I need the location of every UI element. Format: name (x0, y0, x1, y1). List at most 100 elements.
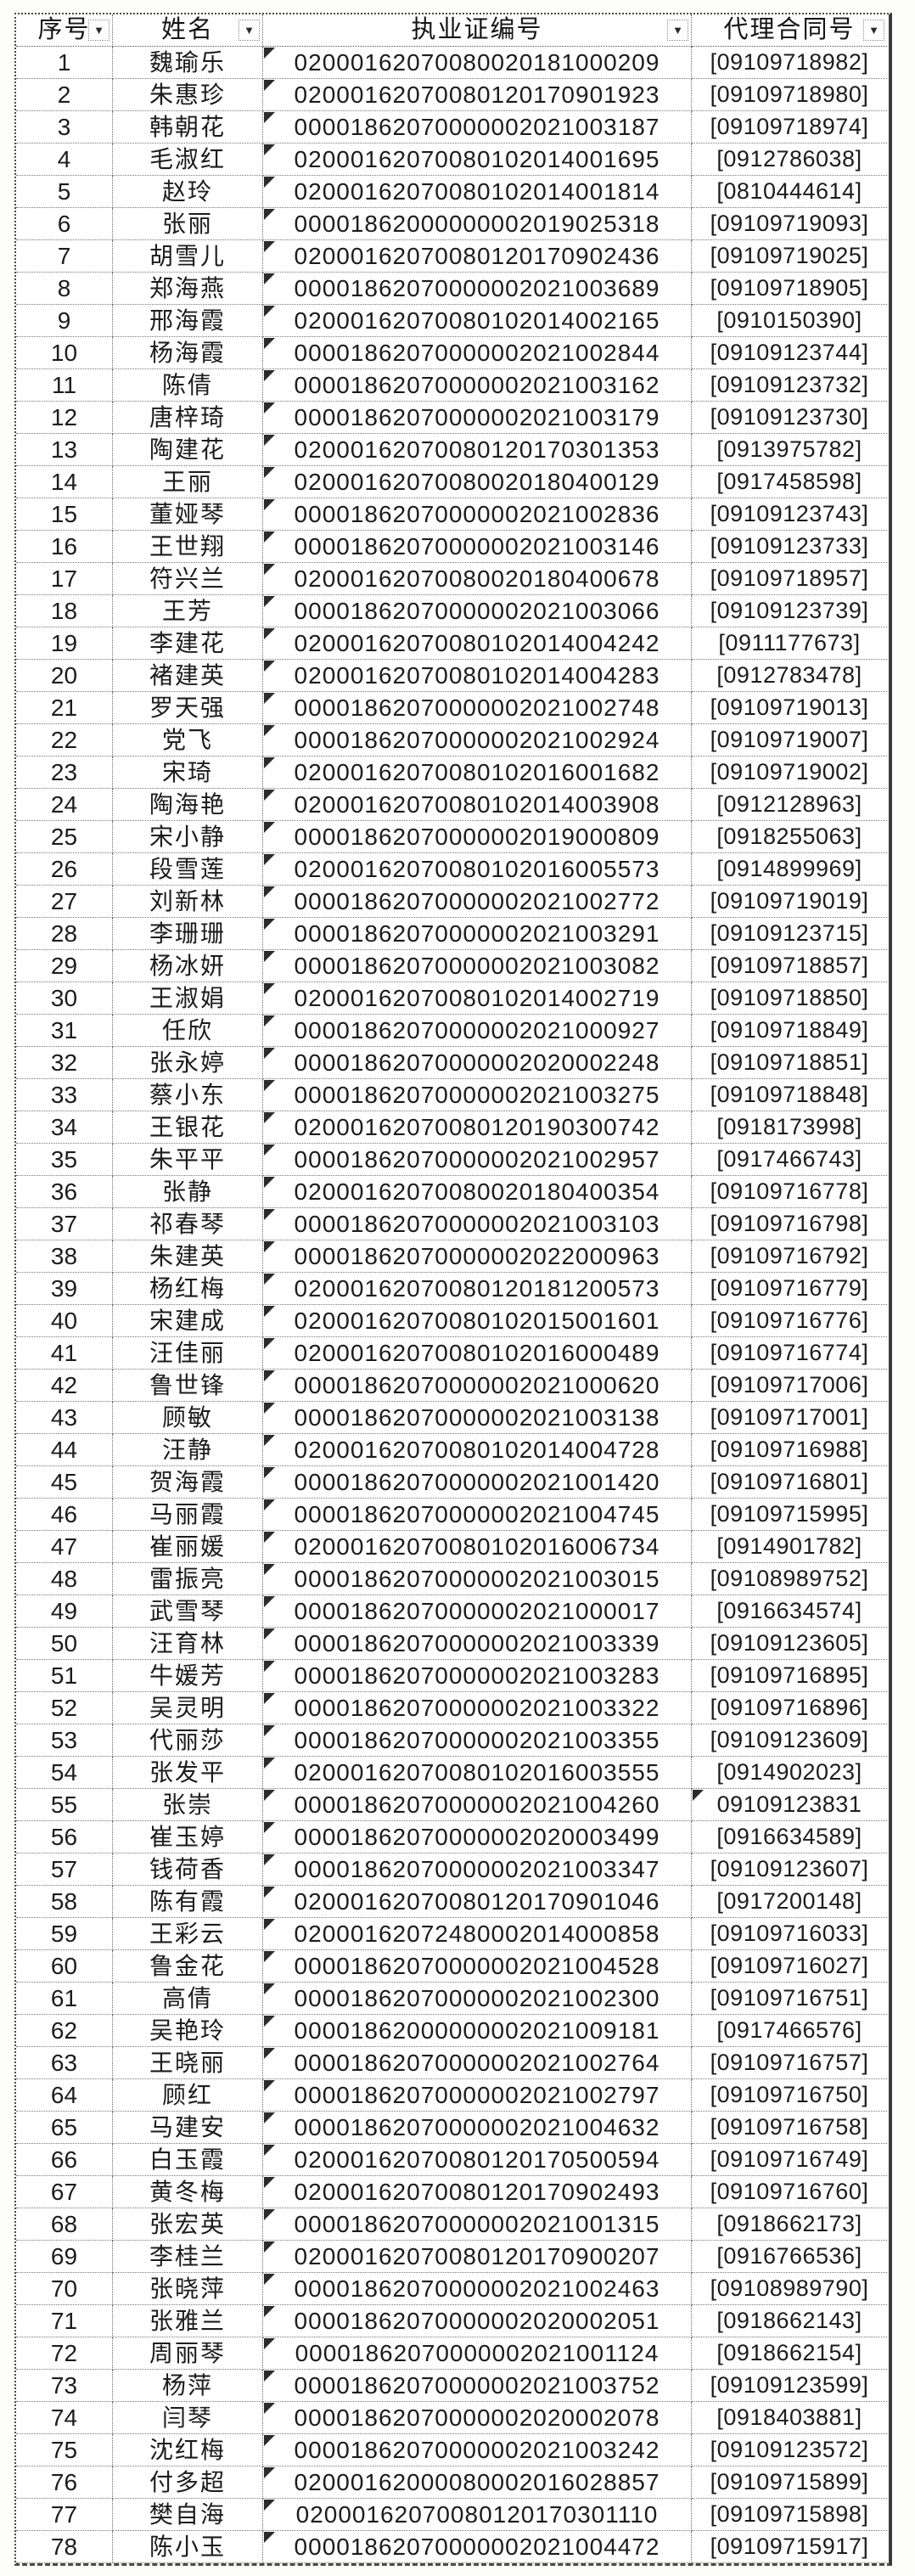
cert-cell[interactable]: 00001862070000002021002924 (263, 724, 692, 756)
cert-cell[interactable]: 00001862070000002021003689 (263, 273, 692, 305)
filter-button-cert[interactable]: ▼ (667, 20, 688, 41)
name-cell[interactable]: 蔡小东 (113, 1079, 263, 1111)
cert-cell[interactable]: 00001862070000002021000620 (263, 1370, 692, 1402)
seq-cell[interactable]: 31 (16, 1015, 113, 1047)
seq-cell[interactable]: 36 (16, 1176, 113, 1208)
seq-cell[interactable]: 46 (16, 1499, 113, 1531)
seq-cell[interactable]: 16 (16, 531, 113, 563)
seq-cell[interactable]: 69 (16, 2241, 113, 2273)
cert-cell[interactable]: 00001862000000002019025318 (263, 208, 692, 240)
cert-cell[interactable]: 02000162070080120190300742 (263, 1111, 692, 1144)
cert-cell[interactable]: 00001862070000002021004745 (263, 1499, 692, 1531)
name-cell[interactable]: 顾红 (113, 2079, 263, 2112)
contract-cell[interactable]: [09109716778] (692, 1176, 887, 1208)
seq-cell[interactable]: 41 (16, 1337, 113, 1370)
seq-cell[interactable]: 60 (16, 1950, 113, 1983)
seq-cell[interactable]: 72 (16, 2337, 113, 2370)
contract-cell[interactable]: [09109716792] (692, 1240, 887, 1273)
name-cell[interactable]: 王淑娟 (113, 982, 263, 1015)
contract-cell[interactable]: [09109716798] (692, 1208, 887, 1240)
seq-cell[interactable]: 74 (16, 2402, 113, 2434)
seq-cell[interactable]: 4 (16, 143, 113, 176)
cert-cell[interactable]: 02000162070080020181000209 (263, 47, 692, 79)
seq-cell[interactable]: 12 (16, 402, 113, 434)
cert-cell[interactable]: 00001862070000002021004472 (263, 2531, 692, 2563)
seq-cell[interactable]: 66 (16, 2144, 113, 2176)
seq-cell[interactable]: 51 (16, 1660, 113, 1692)
seq-cell[interactable]: 73 (16, 2370, 113, 2402)
seq-cell[interactable]: 45 (16, 1466, 113, 1499)
name-cell[interactable]: 白玉霞 (113, 2144, 263, 2176)
name-cell[interactable]: 付多超 (113, 2466, 263, 2499)
cert-cell[interactable]: 00001862070000002021003283 (263, 1660, 692, 1692)
cert-cell[interactable]: 00001862070000002021003291 (263, 918, 692, 950)
seq-cell[interactable]: 59 (16, 1918, 113, 1950)
cert-cell[interactable]: 00001862070000002021001315 (263, 2208, 692, 2241)
cert-cell[interactable]: 00001862070000002021003179 (263, 402, 692, 434)
seq-cell[interactable]: 43 (16, 1402, 113, 1434)
seq-cell[interactable]: 19 (16, 627, 113, 660)
seq-cell[interactable]: 14 (16, 466, 113, 498)
seq-cell[interactable]: 70 (16, 2273, 113, 2305)
name-cell[interactable]: 钱荷香 (113, 1853, 263, 1886)
name-cell[interactable]: 杨冰妍 (113, 950, 263, 982)
name-cell[interactable]: 陶建花 (113, 434, 263, 466)
contract-cell[interactable]: [09109123739] (692, 595, 887, 627)
cert-cell[interactable]: 02000162070080120170900207 (263, 2241, 692, 2273)
seq-cell[interactable]: 18 (16, 595, 113, 627)
name-cell[interactable]: 陈有霞 (113, 1886, 263, 1918)
contract-cell[interactable]: [09109716801] (692, 1466, 887, 1499)
contract-cell[interactable]: [0914902023] (692, 1757, 887, 1789)
filter-button-name[interactable]: ▼ (239, 20, 260, 41)
name-cell[interactable]: 顾敏 (113, 1402, 263, 1434)
name-cell[interactable]: 陈小玉 (113, 2531, 263, 2563)
cert-cell[interactable]: 00001862070000002021003103 (263, 1208, 692, 1240)
contract-cell[interactable]: [09109123572] (692, 2434, 887, 2466)
name-cell[interactable]: 张崇 (113, 1789, 263, 1821)
cert-cell[interactable]: 00001862070000002021003752 (263, 2370, 692, 2402)
cert-cell[interactable]: 00001862070000002021002748 (263, 692, 692, 724)
seq-cell[interactable]: 9 (16, 305, 113, 337)
contract-cell[interactable]: [0916766536] (692, 2241, 887, 2273)
name-cell[interactable]: 王晓丽 (113, 2047, 263, 2079)
cert-cell[interactable]: 02000162070080102015001601 (263, 1305, 692, 1337)
seq-cell[interactable]: 34 (16, 1111, 113, 1144)
cert-cell[interactable]: 02000162070080102014004283 (263, 660, 692, 692)
seq-cell[interactable]: 23 (16, 756, 113, 789)
contract-cell[interactable]: [09109123743] (692, 498, 887, 531)
contract-cell[interactable]: [09109123732] (692, 369, 887, 402)
cert-cell[interactable]: 00001862070000002020002248 (263, 1047, 692, 1079)
name-cell[interactable]: 王银花 (113, 1111, 263, 1144)
cert-cell[interactable]: 00001862070000002021003146 (263, 531, 692, 563)
seq-cell[interactable]: 57 (16, 1853, 113, 1886)
name-cell[interactable]: 樊自海 (113, 2499, 263, 2531)
seq-cell[interactable]: 13 (16, 434, 113, 466)
seq-cell[interactable]: 27 (16, 886, 113, 918)
cert-cell[interactable]: 00001862070000002021004632 (263, 2112, 692, 2144)
contract-cell[interactable]: [09109718849] (692, 1015, 887, 1047)
name-cell[interactable]: 王世翔 (113, 531, 263, 563)
cert-cell[interactable]: 02000162070080102014004242 (263, 627, 692, 660)
cert-cell[interactable]: 00001862000000002021009181 (263, 2015, 692, 2047)
contract-cell[interactable]: [09109718905] (692, 273, 887, 305)
contract-cell[interactable]: [09109123744] (692, 337, 887, 369)
seq-cell[interactable]: 78 (16, 2531, 113, 2563)
contract-cell[interactable]: [09109716750] (692, 2079, 887, 2112)
name-cell[interactable]: 张雅兰 (113, 2305, 263, 2337)
contract-cell[interactable]: [0917200148] (692, 1886, 887, 1918)
cert-cell[interactable]: 00001862070000002021002772 (263, 886, 692, 918)
name-cell[interactable]: 张静 (113, 1176, 263, 1208)
name-cell[interactable]: 杨萍 (113, 2370, 263, 2402)
contract-cell[interactable]: [09108989752] (692, 1563, 887, 1595)
name-cell[interactable]: 宋小静 (113, 821, 263, 853)
contract-cell[interactable]: [09109716033] (692, 1918, 887, 1950)
cert-cell[interactable]: 02000162072480002014000858 (263, 1918, 692, 1950)
seq-cell[interactable]: 42 (16, 1370, 113, 1402)
contract-cell[interactable]: [09109717001] (692, 1402, 887, 1434)
name-cell[interactable]: 鲁金花 (113, 1950, 263, 1983)
cert-cell[interactable]: 02000162070080102014001814 (263, 176, 692, 208)
seq-cell[interactable]: 2 (16, 79, 113, 111)
contract-cell[interactable]: [09109123607] (692, 1853, 887, 1886)
seq-cell[interactable]: 35 (16, 1144, 113, 1176)
name-cell[interactable]: 朱惠珍 (113, 79, 263, 111)
